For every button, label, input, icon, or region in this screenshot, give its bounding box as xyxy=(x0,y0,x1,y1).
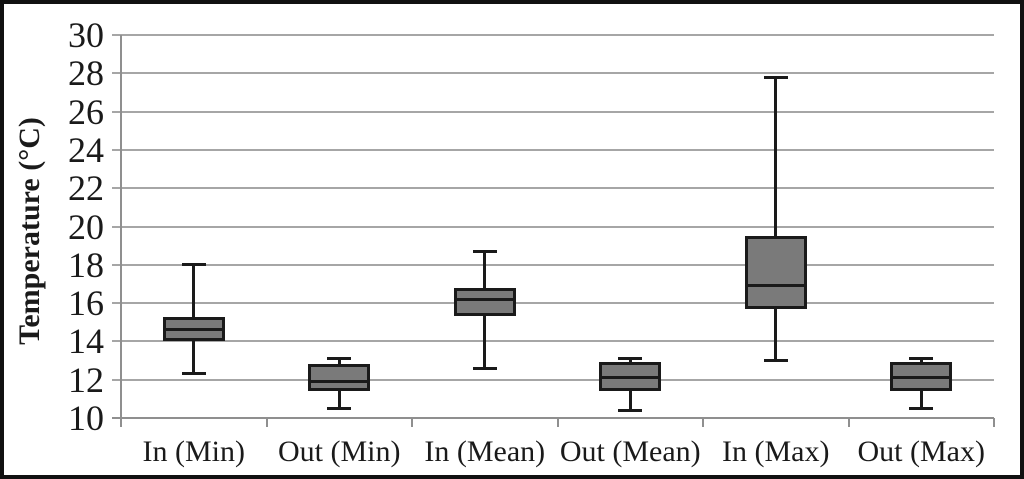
gridline-14 xyxy=(112,340,994,343)
y-tick-label-18: 18 xyxy=(68,244,104,285)
whisker-cap-top xyxy=(909,357,934,361)
boxplot-box xyxy=(744,236,807,309)
gridline-28 xyxy=(112,72,994,75)
y-axis-line xyxy=(120,35,122,418)
whisker-cap-bottom xyxy=(472,366,497,370)
y-tick-label-28: 28 xyxy=(68,53,104,94)
whisker-cap-top xyxy=(472,249,497,253)
whisker-cap-bottom xyxy=(618,408,643,412)
whisker-cap-top xyxy=(618,357,643,361)
gridline-30 xyxy=(112,34,994,36)
whisker-cap-bottom xyxy=(909,406,934,410)
whisker-cap-bottom xyxy=(763,359,788,363)
gridline-22 xyxy=(112,187,994,190)
whisker-cap-top xyxy=(181,263,206,267)
median-line xyxy=(308,380,371,384)
whisker-cap-top xyxy=(763,75,788,79)
y-tick-label-26: 26 xyxy=(68,91,104,132)
x-category-label: Out (Max) xyxy=(857,435,985,468)
x-category-label: In (Max) xyxy=(722,435,830,468)
y-tick-label-24: 24 xyxy=(68,129,104,170)
x-axis-tick xyxy=(847,418,850,427)
y-tick-label-22: 22 xyxy=(68,168,104,209)
x-axis-tick xyxy=(702,418,704,427)
gridline-26 xyxy=(112,110,994,113)
y-tick-label-20: 20 xyxy=(68,206,104,247)
x-axis-tick xyxy=(411,418,413,427)
gridline-18 xyxy=(112,263,994,266)
x-axis-tick xyxy=(556,418,559,427)
x-category-label: Out (Mean) xyxy=(559,435,701,468)
x-axis-tick xyxy=(993,418,995,427)
x-axis-tick xyxy=(265,418,268,427)
y-tick-label-10: 10 xyxy=(68,398,104,438)
y-tick-label-14: 14 xyxy=(68,321,104,362)
gridline-12 xyxy=(112,378,994,381)
median-line xyxy=(890,376,953,380)
y-tick-label-16: 16 xyxy=(68,283,104,324)
x-category-label: Out (Min) xyxy=(278,435,401,468)
median-line xyxy=(453,297,516,301)
median-line xyxy=(162,328,225,332)
y-tick-label-12: 12 xyxy=(68,359,104,400)
whisker-line xyxy=(774,77,778,361)
y-tick-label-30: 30 xyxy=(68,15,104,55)
boxplot-box xyxy=(453,287,516,317)
median-line xyxy=(599,376,662,380)
whisker-cap-bottom xyxy=(327,406,352,410)
x-axis-tick xyxy=(120,418,122,427)
whisker-cap-bottom xyxy=(181,372,206,376)
x-category-label: In (Min) xyxy=(142,435,245,468)
x-axis-line xyxy=(112,417,994,419)
boxplot-box xyxy=(308,364,371,392)
x-category-label: In (Mean) xyxy=(424,435,546,468)
gridline-16 xyxy=(112,302,994,305)
median-line xyxy=(744,284,807,288)
gridline-24 xyxy=(112,148,994,151)
whisker-cap-top xyxy=(327,357,352,361)
gridline-20 xyxy=(112,225,994,228)
